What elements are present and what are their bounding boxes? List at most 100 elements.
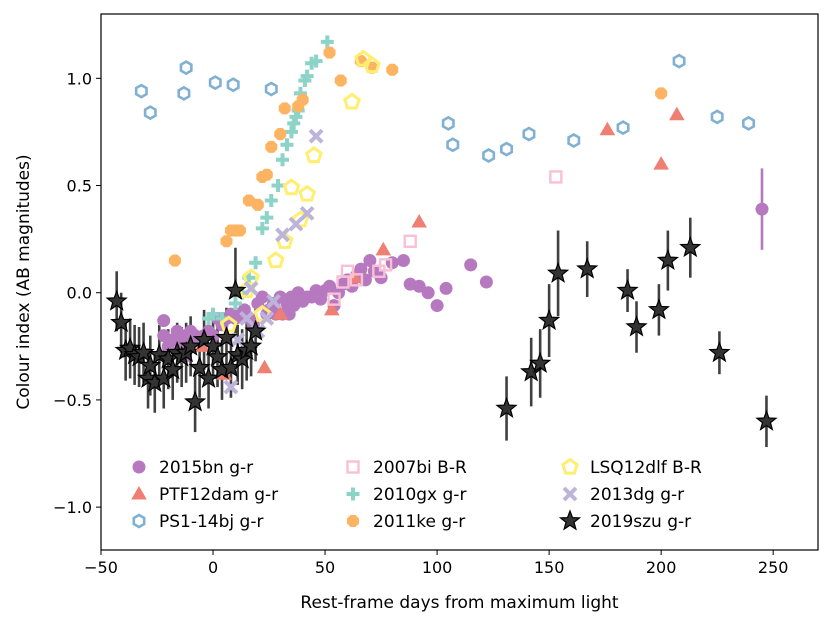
series-2010gx-g-r <box>202 35 334 325</box>
data-point <box>242 268 261 286</box>
data-point <box>298 184 317 202</box>
data-point <box>168 254 181 267</box>
data-point <box>183 390 207 412</box>
data-point <box>495 396 518 418</box>
data-point <box>271 179 285 193</box>
data-point <box>441 115 455 131</box>
legend-label: 2015bn g-r <box>159 458 253 478</box>
legend-marker <box>562 486 578 502</box>
data-point <box>265 140 278 153</box>
data-point <box>647 298 671 320</box>
data-point <box>132 341 155 363</box>
x-tick-label: 100 <box>422 558 453 577</box>
data-point <box>349 273 364 287</box>
data-point <box>179 334 202 356</box>
data-point <box>197 366 220 388</box>
legend-label: PS1-14bj g-r <box>159 512 263 532</box>
data-point <box>243 281 259 296</box>
legend-marker <box>558 509 582 531</box>
data-point <box>260 211 274 225</box>
data-point <box>679 235 702 258</box>
legend-marker <box>346 460 360 474</box>
series-ps1-14bj-g-r <box>134 53 756 164</box>
y-tick-label: −1.0 <box>53 498 92 517</box>
data-point <box>412 279 426 293</box>
y-axis: −1.0 −0.5 0.0 0.5 1.0 <box>53 69 101 517</box>
data-point <box>386 63 399 76</box>
legend-marker <box>132 460 146 474</box>
data-point <box>755 409 778 431</box>
data-point <box>224 278 247 301</box>
data-point <box>139 353 162 376</box>
data-point <box>354 49 373 67</box>
legend-label: 2007bi B-R <box>373 458 467 478</box>
data-point <box>742 115 756 131</box>
data-point <box>208 75 222 91</box>
data-point <box>278 102 291 115</box>
y-tick-label: −0.5 <box>53 391 92 410</box>
legend-label: 2019szu g-r <box>590 512 691 532</box>
data-point <box>430 299 444 313</box>
data-point <box>500 141 514 157</box>
data-point <box>228 296 242 310</box>
legend-marker <box>561 457 579 475</box>
data-point <box>280 138 294 152</box>
x-tick-label: −50 <box>84 558 118 577</box>
data-point <box>378 258 393 272</box>
x-axis-label: Rest-frame days from maximum light <box>300 593 619 613</box>
data-point <box>354 262 368 276</box>
data-point <box>537 308 561 331</box>
data-point <box>576 257 599 279</box>
data-point <box>672 53 686 69</box>
data-point <box>110 311 133 333</box>
data-point <box>304 146 323 164</box>
legend-marker <box>346 487 360 501</box>
plot-frame <box>100 13 819 551</box>
legend-label: PTF12dam g-r <box>159 485 278 505</box>
data-point <box>616 278 639 301</box>
data-point <box>396 254 410 268</box>
data-point <box>161 358 184 380</box>
x-tick-label: 250 <box>758 558 789 577</box>
legend-marker <box>131 486 147 500</box>
data-point <box>251 198 264 211</box>
data-point <box>320 35 334 49</box>
series-2011ke-g-r <box>168 46 668 267</box>
data-point <box>134 83 148 99</box>
series-2007bi-b-r <box>327 170 563 306</box>
data-point <box>522 126 536 142</box>
data-point <box>656 248 680 271</box>
data-point <box>439 281 453 295</box>
data-point <box>201 334 225 356</box>
data-point <box>403 234 417 248</box>
data-point <box>177 85 191 101</box>
data-point <box>220 235 233 248</box>
x-axis: −50 0 50 100 150 200 250 <box>84 550 788 577</box>
data-point <box>264 81 278 97</box>
series-2013dg-g-r <box>223 128 324 395</box>
data-point <box>266 251 285 269</box>
data-point <box>464 258 478 272</box>
legend-label: LSQ12dlf B-R <box>590 458 702 478</box>
data-point <box>275 227 290 243</box>
data-point <box>275 153 289 167</box>
data-point <box>308 128 324 144</box>
data-point <box>363 254 377 268</box>
data-point <box>244 319 267 341</box>
data-point <box>421 286 435 300</box>
data-point <box>157 314 171 328</box>
legend-label: 2013dg g-r <box>590 485 684 505</box>
data-point <box>105 289 128 311</box>
data-point <box>363 56 382 74</box>
x-tick-label: 150 <box>534 558 565 577</box>
y-tick-label: 1.0 <box>67 69 92 88</box>
legend-label: 2011ke g-r <box>373 512 465 532</box>
data-point <box>334 74 347 87</box>
data-point <box>179 60 193 76</box>
data-point <box>223 379 239 395</box>
data-point <box>289 110 303 124</box>
data-point <box>249 256 263 270</box>
x-tick-label: 200 <box>646 558 677 577</box>
data-point <box>327 292 341 306</box>
